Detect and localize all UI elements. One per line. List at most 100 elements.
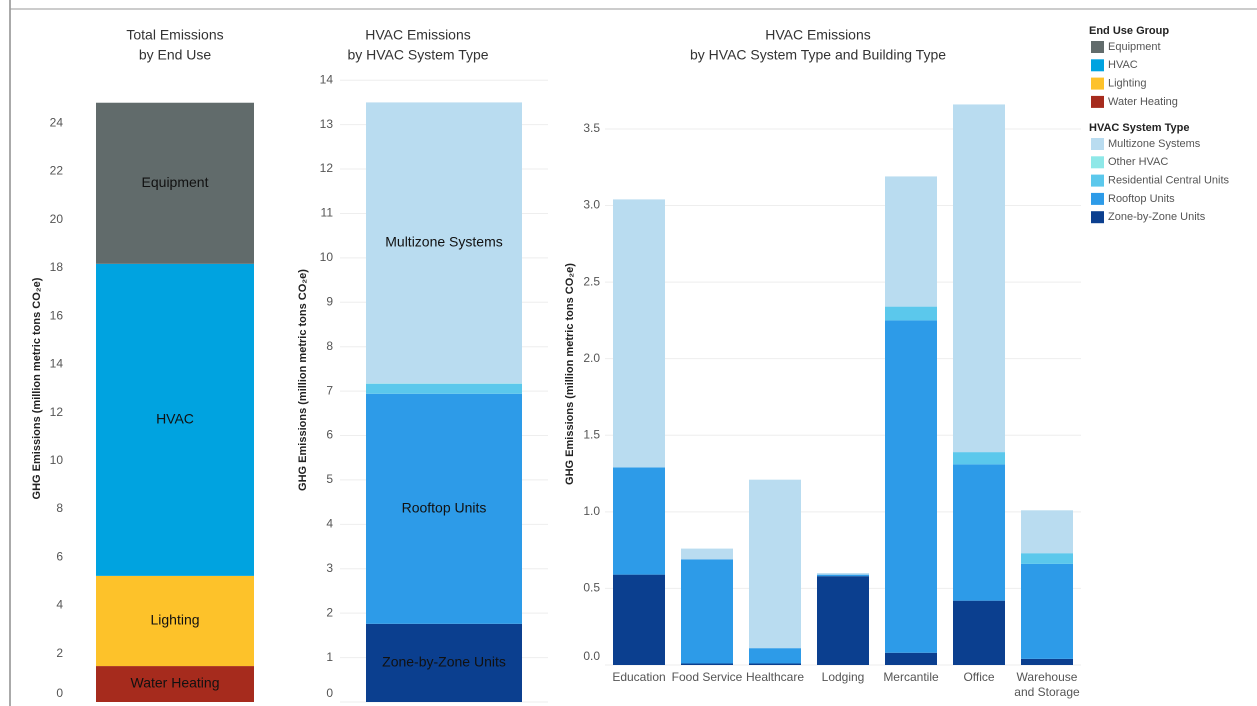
legend-item: Lighting: [1108, 78, 1147, 90]
bar-segment: [613, 467, 665, 575]
y-tick-label: 3.5: [583, 121, 600, 135]
legend-item: Residential Central Units: [1108, 175, 1230, 187]
legend-swatch: [1091, 192, 1104, 205]
bar-segment: [817, 573, 869, 575]
y-tick-label: 4: [326, 517, 333, 531]
bar-segment: [613, 199, 665, 468]
bar-segment: [817, 576, 869, 665]
bar-segment: [681, 559, 733, 664]
y-tick-label: 14: [50, 357, 64, 371]
x-tick-label: Food Service: [671, 670, 743, 684]
y-tick-label: 7: [326, 383, 333, 397]
segment-label: Lighting: [150, 612, 199, 628]
y-tick-label: 5: [326, 472, 333, 486]
y-tick-label: 0: [56, 686, 63, 700]
y-tick-label: 12: [320, 161, 334, 175]
bar-segment: [681, 663, 733, 665]
legend-swatch: [1091, 77, 1104, 90]
y-tick-label: 12: [50, 405, 64, 419]
legend-item: Zone-by-Zone Units: [1108, 211, 1206, 223]
y-tick-label: 0: [326, 686, 333, 700]
legend-swatch: [1091, 138, 1104, 150]
y-tick-label: 6: [326, 428, 333, 442]
y-tick-label: 11: [321, 206, 334, 220]
y-tick-label: 0.0: [583, 649, 600, 663]
segment-label: Equipment: [142, 174, 209, 190]
bar-segment: [96, 263, 254, 576]
bar-segment: [749, 648, 801, 664]
chart-title: Total Emissions: [126, 27, 223, 43]
bar-segment: [817, 574, 869, 577]
legend-swatch: [1091, 59, 1104, 72]
y-tick-label: 8: [326, 339, 333, 353]
bar-segment: [885, 320, 937, 653]
x-tick-label: Education: [612, 670, 666, 684]
x-tick-label: Mercantile: [883, 670, 939, 684]
y-tick-label: 18: [50, 260, 64, 274]
bar-segment: [1021, 658, 1073, 665]
bar-segment: [953, 452, 1005, 465]
chart-title: by End Use: [139, 47, 212, 63]
legend-title: End Use Group: [1089, 25, 1169, 37]
y-tick-label: 9: [326, 294, 333, 308]
legend-item: Multizone Systems: [1108, 138, 1201, 150]
segment-label: Rooftop Units: [402, 500, 487, 516]
y-tick-label: 2: [326, 605, 333, 619]
bar-segment: [953, 464, 1005, 601]
y-tick-label: 2: [56, 646, 63, 660]
legend-item: HVAC: [1108, 59, 1138, 71]
y-tick-label: 16: [50, 308, 64, 322]
y-axis-label: GHG Emissions (million metric tons CO₂e): [31, 277, 43, 499]
y-tick-label: 6: [56, 549, 63, 563]
bar-segment: [1021, 563, 1073, 659]
y-tick-label: 3.0: [583, 198, 600, 212]
chart-title: HVAC Emissions: [365, 27, 471, 43]
bar-segment: [953, 600, 1005, 665]
legend-swatch: [1091, 95, 1104, 108]
bar-segment: [366, 393, 522, 624]
y-tick-label: 2.0: [583, 351, 600, 365]
segment-label: HVAC: [156, 411, 194, 427]
legend-title: HVAC System Type: [1089, 122, 1189, 134]
legend-item: Water Heating: [1108, 96, 1178, 108]
bar-segment: [366, 623, 522, 702]
x-tick-label: Warehouse and Storage: [1014, 670, 1080, 699]
y-tick-label: 1.0: [583, 504, 600, 518]
bar-segment: [1021, 510, 1073, 554]
chart-title: HVAC Emissions: [765, 27, 871, 43]
y-tick-label: 10: [50, 453, 64, 467]
x-tick-label: Healthcare: [745, 670, 805, 684]
bar-segment: [885, 652, 937, 665]
bar-segment: [885, 176, 937, 307]
x-tick-label: Office: [963, 670, 995, 684]
legend-item: Rooftop Units: [1108, 193, 1175, 205]
bar-segment: [1021, 553, 1073, 564]
y-tick-label: 3: [326, 561, 333, 575]
bar-segment: [613, 574, 665, 665]
bar-segment: [681, 548, 733, 560]
y-tick-label: 1.5: [583, 427, 600, 441]
y-tick-label: 13: [320, 117, 334, 131]
segment-label: Zone-by-Zone Units: [382, 654, 506, 670]
y-axis-label: GHG Emissions (million metric tons CO₂e): [564, 263, 576, 485]
bar-segment: [953, 104, 1005, 453]
chart-title: by HVAC System Type: [347, 47, 488, 63]
bar-segment: [366, 102, 522, 384]
segment-label: Water Heating: [131, 675, 220, 691]
bar-segment: [749, 663, 801, 665]
legend-swatch: [1091, 41, 1104, 53]
y-tick-label: 22: [50, 164, 64, 178]
legend-item: Equipment: [1108, 41, 1161, 53]
y-tick-label: 14: [320, 72, 334, 86]
y-tick-label: 24: [50, 115, 64, 129]
bar-segment: [749, 479, 801, 649]
legend-swatch: [1091, 211, 1104, 224]
y-tick-label: 8: [56, 501, 63, 515]
bar-segment: [96, 102, 254, 264]
y-tick-label: 20: [50, 212, 64, 226]
segment-label: Multizone Systems: [385, 234, 502, 250]
y-tick-label: 4: [56, 598, 63, 612]
chart-title: by HVAC System Type and Building Type: [690, 47, 946, 63]
